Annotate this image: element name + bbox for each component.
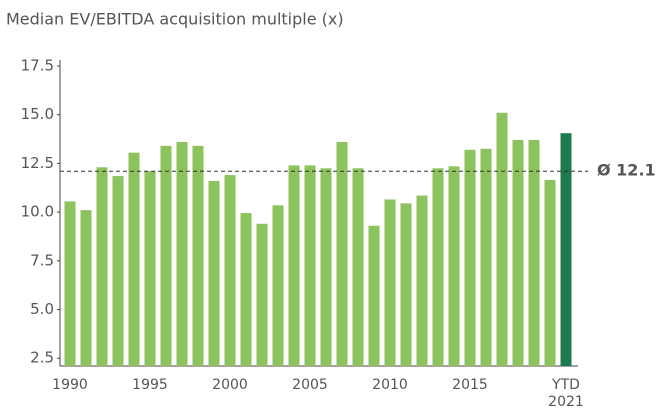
x-tick-label: 1995: [132, 377, 168, 393]
bar: [160, 145, 172, 366]
bar: [288, 165, 300, 366]
bar: [432, 168, 444, 366]
bar: [208, 180, 220, 366]
bar: [528, 140, 540, 366]
bar: [80, 210, 92, 366]
bar: [128, 152, 140, 366]
bar: [96, 167, 108, 366]
bar: [112, 176, 124, 366]
bar: [480, 148, 492, 366]
bar: [544, 179, 556, 366]
bar: [352, 168, 364, 366]
bar: [560, 133, 572, 366]
bar: [144, 171, 156, 366]
y-tick-label: 2.5: [30, 349, 54, 367]
bar: [512, 140, 524, 366]
bar: [368, 225, 380, 366]
x-tick-label: 2010: [372, 377, 408, 393]
bar: [64, 201, 76, 366]
x-tick-label: 2015: [452, 377, 488, 393]
bar: [192, 145, 204, 366]
bar: [464, 149, 476, 366]
bar: [496, 112, 508, 366]
y-tick-label: 17.5: [21, 57, 54, 75]
y-tick-label: 15.0: [21, 105, 54, 123]
bar: [240, 213, 252, 366]
x-tick-label: YTD 2021: [548, 377, 584, 410]
chart-title: Median EV/EBITDA acquisition multiple (x…: [6, 10, 344, 29]
bar: [272, 205, 284, 366]
y-tick-label: 7.5: [30, 251, 54, 269]
bar: [224, 175, 236, 366]
x-tick-label: 1990: [52, 377, 88, 393]
y-tick-label: 5.0: [30, 300, 54, 318]
y-tick-label: 10.0: [21, 203, 54, 221]
bar: [384, 199, 396, 366]
x-tick-label: 2000: [212, 377, 248, 393]
average-label: Ø 12.1: [597, 161, 656, 180]
bar: [416, 195, 428, 366]
bar: [304, 165, 316, 366]
y-tick-label: 12.5: [21, 154, 54, 172]
bar: [336, 141, 348, 366]
bar: [256, 223, 268, 366]
bar: [320, 168, 332, 366]
x-tick-label: 2005: [292, 377, 328, 393]
bar: [400, 203, 412, 366]
bar: [448, 166, 460, 366]
bar: [176, 141, 188, 366]
